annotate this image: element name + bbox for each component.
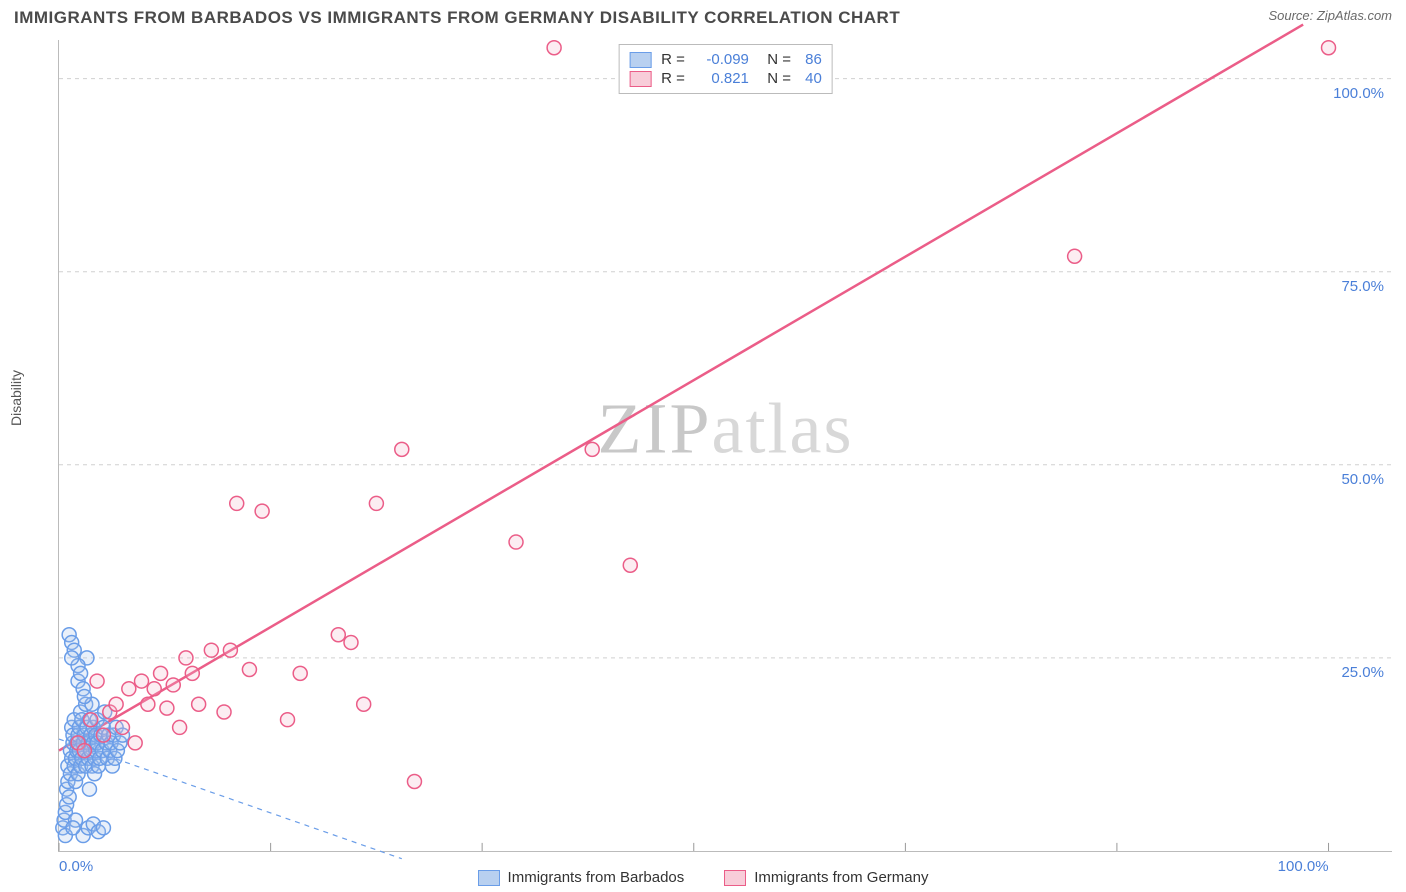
bottom-legend-label: Immigrants from Barbados <box>508 869 685 886</box>
y-tick-label: 75.0% <box>1341 278 1384 295</box>
legend-row: R = 0.821 N = 40 <box>629 70 822 87</box>
y-tick-label: 50.0% <box>1341 471 1384 488</box>
header: IMMIGRANTS FROM BARBADOS VS IMMIGRANTS F… <box>0 0 1406 32</box>
legend-swatch <box>724 870 746 886</box>
legend-r-value: -0.099 <box>695 51 749 68</box>
plot-svg <box>59 40 1392 851</box>
chart-title: IMMIGRANTS FROM BARBADOS VS IMMIGRANTS F… <box>14 8 900 28</box>
bottom-legend-item: Immigrants from Barbados <box>478 869 685 886</box>
legend-r-label: R = <box>661 70 685 87</box>
y-tick-label: 100.0% <box>1333 85 1384 102</box>
bottom-legend-item: Immigrants from Germany <box>724 869 928 886</box>
legend-swatch <box>629 52 651 68</box>
legend-n-label: N = <box>759 70 791 87</box>
legend-n-label: N = <box>759 51 791 68</box>
correlation-legend: R = -0.099 N = 86 R = 0.821 N = 40 <box>618 44 833 94</box>
legend-row: R = -0.099 N = 86 <box>629 51 822 68</box>
legend-swatch <box>478 870 500 886</box>
legend-n-value: 86 <box>801 51 822 68</box>
y-tick-label: 25.0% <box>1341 664 1384 681</box>
legend-swatch <box>629 71 651 87</box>
bottom-legend-label: Immigrants from Germany <box>754 869 928 886</box>
source-label: Source: ZipAtlas.com <box>1268 8 1392 23</box>
legend-r-value: 0.821 <box>695 70 749 87</box>
legend-n-value: 40 <box>801 70 822 87</box>
chart-area: Disability ZIPatlas R = -0.099 N = 86 R … <box>14 40 1392 852</box>
plot-region: ZIPatlas R = -0.099 N = 86 R = 0.821 N =… <box>58 40 1392 852</box>
legend-r-label: R = <box>661 51 685 68</box>
y-axis-label: Disability <box>8 370 24 426</box>
bottom-legend: Immigrants from Barbados Immigrants from… <box>0 869 1406 886</box>
